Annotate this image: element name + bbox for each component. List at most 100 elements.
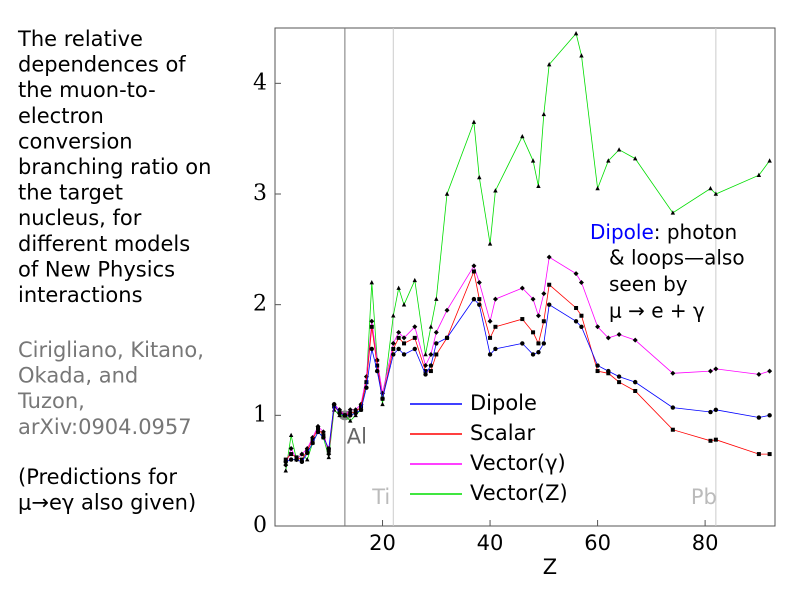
point [519, 285, 525, 291]
description-line: electron [18, 104, 104, 128]
point [471, 269, 476, 274]
point [299, 457, 304, 462]
y-tick-label: 1 [253, 402, 267, 427]
point [708, 409, 713, 415]
point [326, 451, 332, 457]
point [434, 352, 439, 357]
point [310, 440, 315, 446]
point [283, 459, 288, 465]
annotation-text: : photon [654, 220, 737, 244]
point [288, 446, 294, 452]
point [396, 329, 402, 335]
point [616, 332, 622, 338]
point [535, 313, 541, 319]
point [348, 418, 353, 423]
point [574, 305, 579, 310]
point [433, 329, 439, 335]
point [428, 324, 434, 329]
y-tick-label: 3 [253, 181, 267, 206]
point [536, 350, 541, 355]
point [401, 302, 407, 307]
point [305, 450, 310, 456]
description-line: interactions [18, 283, 143, 307]
point [541, 291, 547, 297]
point [579, 313, 584, 318]
reference-label: Ti [371, 485, 390, 509]
point [401, 335, 407, 341]
point [536, 183, 541, 189]
point [767, 452, 772, 457]
description-line: the target [18, 181, 123, 205]
point [369, 318, 375, 324]
point [541, 319, 546, 324]
point [434, 341, 439, 346]
point [294, 455, 299, 460]
note-line: (Predictions for [18, 465, 177, 489]
point [493, 346, 498, 352]
legend-label: Vector(Z) [470, 481, 568, 505]
point [289, 452, 294, 457]
point [299, 451, 305, 457]
point [633, 156, 638, 161]
point [530, 352, 536, 357]
point [606, 368, 611, 374]
point [595, 369, 600, 374]
point [487, 318, 493, 324]
point [595, 363, 600, 368]
point [423, 369, 428, 374]
description-line: conversion [18, 129, 133, 153]
point [321, 433, 326, 438]
citation-line: Tuzon, [17, 389, 85, 413]
point [579, 53, 584, 58]
point [546, 302, 552, 307]
point [359, 404, 364, 409]
point [493, 324, 498, 329]
point [546, 254, 552, 260]
description-line: of New Physics [18, 257, 175, 281]
point [756, 172, 762, 177]
y-tick-label: 2 [253, 292, 267, 317]
point [331, 402, 337, 407]
point [476, 280, 482, 286]
description-line: different models [18, 232, 190, 256]
point [283, 462, 289, 468]
point [391, 352, 396, 357]
point [541, 341, 547, 346]
point [707, 368, 713, 374]
point [520, 133, 525, 139]
point [353, 410, 358, 416]
point [402, 341, 407, 346]
point [606, 371, 611, 376]
point [375, 363, 380, 368]
point [380, 396, 385, 401]
point [369, 280, 374, 285]
point [401, 352, 407, 357]
point [316, 426, 321, 431]
point [531, 330, 536, 335]
point [606, 158, 611, 163]
point [391, 313, 396, 318]
point [605, 335, 611, 341]
point [396, 335, 401, 340]
point [305, 457, 310, 462]
x-tick-label: 60 [584, 531, 611, 555]
point [283, 457, 288, 462]
point [488, 335, 493, 340]
point [444, 191, 450, 196]
point [428, 351, 434, 357]
annotation-line: seen by [609, 272, 688, 296]
point [536, 341, 541, 346]
point [342, 413, 348, 418]
point [444, 335, 450, 341]
point [380, 401, 385, 407]
legend-label: Dipole [470, 391, 537, 415]
point [374, 368, 380, 374]
point [294, 457, 299, 462]
point [756, 371, 762, 377]
point [288, 432, 294, 438]
point [670, 370, 676, 376]
point [579, 324, 584, 329]
point [546, 62, 552, 67]
point [326, 446, 331, 451]
point [708, 185, 713, 191]
